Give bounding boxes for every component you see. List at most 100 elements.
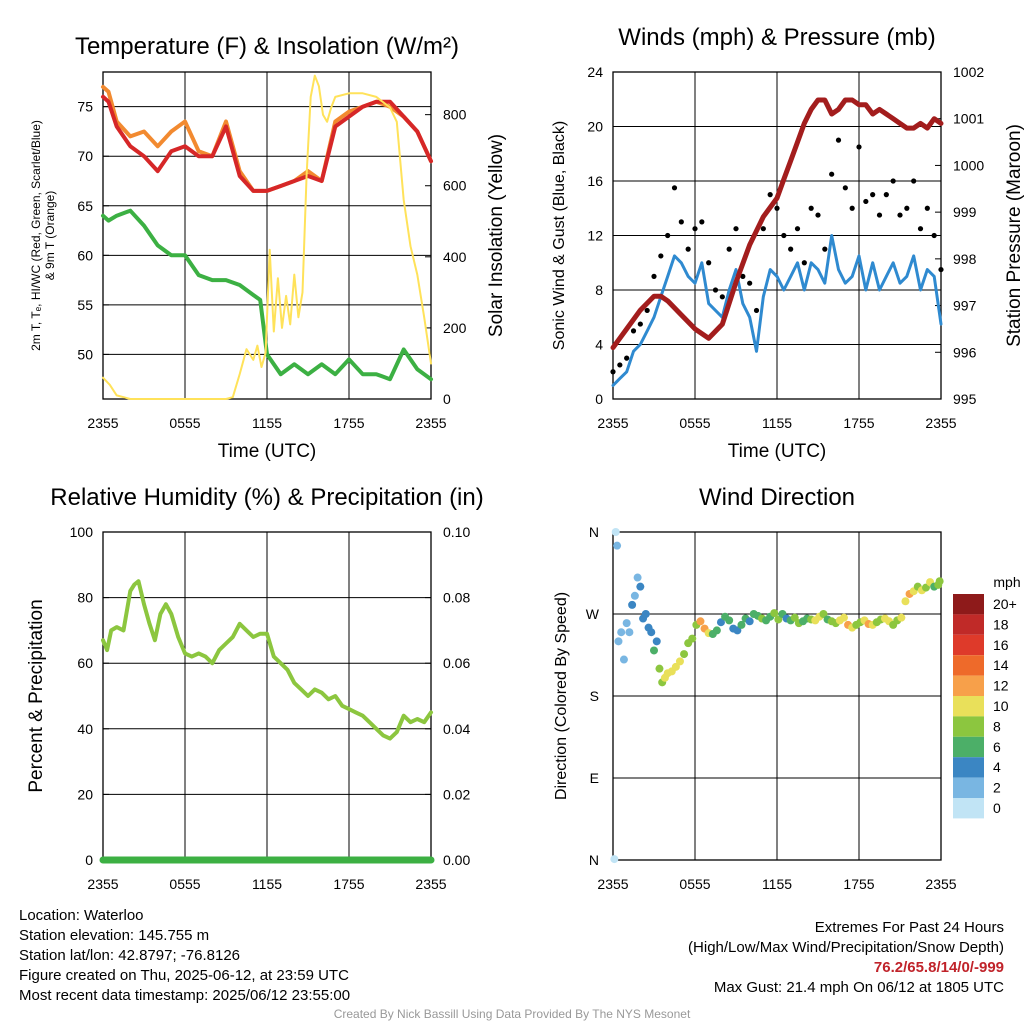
sonic-wind-series bbox=[611, 234, 943, 387]
gust-point bbox=[863, 198, 869, 205]
legend-label: 6 bbox=[993, 739, 1001, 755]
y-right-tick-label: 0.06 bbox=[443, 655, 470, 671]
direction-point bbox=[770, 609, 779, 618]
x-axis-label: Time (UTC) bbox=[218, 441, 317, 462]
direction-point bbox=[921, 583, 930, 592]
legend-swatch bbox=[953, 655, 984, 676]
y-right-tick-label: 0.02 bbox=[443, 786, 470, 802]
direction-point bbox=[819, 610, 828, 618]
direction-tick-label: W bbox=[586, 606, 600, 622]
y-right-tick-label: 600 bbox=[443, 178, 467, 194]
gust-point bbox=[801, 260, 807, 266]
direction-point bbox=[737, 620, 746, 629]
direction-point bbox=[696, 617, 705, 626]
gust-point bbox=[788, 246, 794, 252]
legend-swatch bbox=[953, 594, 984, 615]
meteogram-figure: 2355 0555 1155 1755 2355 Temperature (F) & In… bbox=[26, 24, 1024, 892]
gust-point bbox=[658, 253, 664, 259]
y-right-tick-label: 997 bbox=[953, 298, 977, 314]
gust-point bbox=[651, 273, 657, 279]
gust-point bbox=[794, 226, 801, 232]
y-right-tick-label: 1000 bbox=[953, 157, 984, 173]
legend-label: 4 bbox=[993, 759, 1001, 775]
gust-point bbox=[753, 307, 760, 314]
legend-label: 8 bbox=[993, 718, 1001, 734]
gust-point bbox=[665, 232, 671, 239]
direction-point bbox=[628, 600, 637, 609]
y-left-tick-label: 0 bbox=[595, 391, 603, 407]
direction-point bbox=[680, 650, 689, 659]
gust-point bbox=[890, 178, 896, 184]
x-tick-label: 0555 bbox=[169, 415, 200, 431]
panel-title: Relative Humidity (%) & Precipitation (i… bbox=[50, 484, 483, 511]
x-tick-label: 2355 bbox=[87, 415, 118, 431]
direction-point bbox=[688, 634, 697, 643]
x-tick-label: 2355 bbox=[597, 876, 628, 892]
y-right-tick-label: 0.04 bbox=[443, 721, 470, 737]
legend-swatch bbox=[953, 634, 984, 656]
x-tick-label: 2355 bbox=[87, 876, 118, 892]
plot-frame bbox=[102, 71, 432, 400]
direction-point bbox=[630, 591, 639, 600]
gust-point bbox=[699, 219, 705, 225]
direction-point bbox=[745, 617, 754, 626]
gust-point bbox=[617, 362, 623, 368]
gust-point bbox=[835, 137, 842, 143]
credit-line: Created By Nick Bassill Using Data Provi… bbox=[333, 1007, 691, 1021]
y-left-tick-label: 40 bbox=[77, 721, 93, 737]
direction-tick-label: N bbox=[589, 524, 599, 540]
direction-point bbox=[712, 626, 721, 635]
y-right-label: Solar Insolation (Yellow) bbox=[486, 134, 507, 337]
max-gust: Max Gust: 21.4 mph On 06/12 at 1805 UTC bbox=[713, 979, 1004, 996]
station-location: Location: Waterloo bbox=[19, 907, 144, 924]
gust-point bbox=[740, 273, 746, 279]
y-left-tick-label: 60 bbox=[77, 247, 93, 263]
legend-swatch bbox=[953, 757, 984, 778]
legend-swatch bbox=[953, 777, 984, 798]
y-right-label: Station Pressure (Maroon) bbox=[1004, 124, 1024, 347]
legend-swatch bbox=[953, 716, 984, 737]
gust-point bbox=[842, 185, 848, 191]
y-right-tick-label: 800 bbox=[443, 107, 467, 123]
direction-point bbox=[611, 528, 620, 536]
x-tick-label: 2355 bbox=[597, 415, 628, 431]
direction-point bbox=[733, 626, 742, 635]
humidity-series bbox=[101, 579, 433, 741]
legend-label: 0 bbox=[993, 800, 1001, 816]
station-info: Location: Waterloo Station elevation: 14… bbox=[19, 906, 350, 1006]
gust-point bbox=[624, 355, 630, 361]
direction-tick-label: E bbox=[590, 770, 599, 786]
y-left-tick-label: 12 bbox=[587, 228, 603, 244]
legend-swatch bbox=[953, 614, 984, 635]
x-tick-label: 0555 bbox=[169, 876, 200, 892]
legend-label: 12 bbox=[993, 678, 1009, 694]
direction-point bbox=[655, 664, 664, 673]
legend-swatch bbox=[953, 675, 984, 696]
y-left-tick-label: 50 bbox=[77, 346, 93, 362]
x-tick-label: 0555 bbox=[679, 415, 710, 431]
x-tick-label: 2355 bbox=[415, 415, 446, 431]
x-axis-label: Time (UTC) bbox=[728, 441, 827, 462]
gust-point bbox=[911, 178, 917, 184]
gust-point bbox=[637, 321, 643, 327]
direction-point bbox=[901, 597, 910, 606]
gust-point bbox=[630, 328, 637, 334]
y-left-tick-label: 20 bbox=[77, 786, 93, 802]
gust-point bbox=[904, 205, 910, 211]
direction-point bbox=[614, 637, 623, 646]
x-tick-label: 1755 bbox=[843, 415, 874, 431]
direction-point bbox=[675, 657, 684, 666]
legend-label: 10 bbox=[993, 698, 1009, 714]
panel-3 bbox=[102, 531, 432, 861]
y-right-tick-label: 0.08 bbox=[443, 590, 470, 606]
y-left-label-line2: & 9m T (Orange) bbox=[43, 191, 57, 281]
x-tick-label: 2355 bbox=[415, 876, 446, 892]
y-left-tick-label: 60 bbox=[77, 655, 93, 671]
direction-point bbox=[633, 573, 642, 582]
y-right-tick-label: 0.00 bbox=[443, 852, 470, 868]
direction-tick-label: S bbox=[590, 688, 599, 704]
direction-point bbox=[613, 541, 622, 550]
gust-point bbox=[924, 205, 930, 211]
y-right-tick-label: 0.10 bbox=[443, 524, 470, 540]
gust-point bbox=[829, 171, 835, 177]
